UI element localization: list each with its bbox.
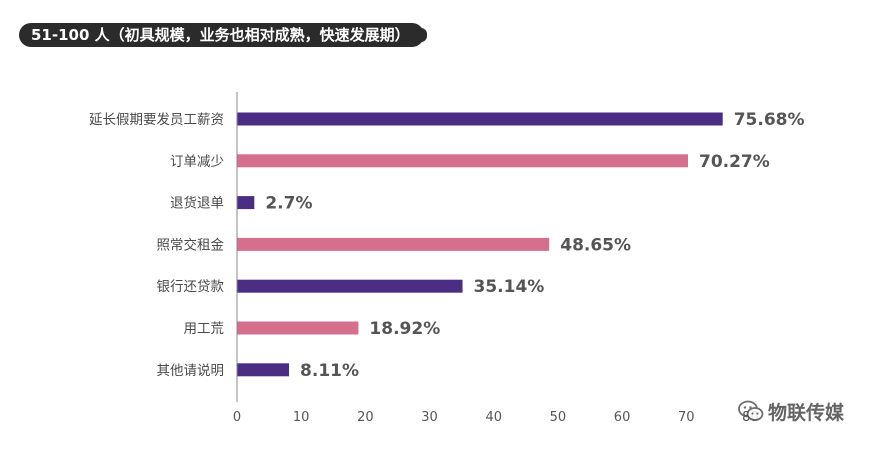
category-label: 用工荒	[184, 321, 225, 337]
x-tick-label: 40	[485, 410, 502, 425]
x-tick-label: 50	[550, 410, 567, 425]
bar	[237, 112, 723, 126]
watermark-text: 物联传媒	[768, 401, 845, 424]
value-label: 2.7%	[265, 194, 312, 214]
x-tick-label: 0	[233, 410, 241, 425]
category-label: 退货退单	[170, 195, 224, 212]
watermark: 物联传媒	[738, 396, 844, 426]
value-label: 48.65%	[560, 235, 631, 255]
value-label: 8.11%	[300, 361, 359, 381]
category-label: 银行还贷款	[157, 279, 225, 295]
value-label: 75.68%	[734, 110, 805, 130]
x-tick-label: 70	[678, 410, 695, 425]
value-labels: 75.68% 70.27% 2.7% 48.65% 35.14% 18.92% 8.11%	[265, 110, 804, 381]
bars	[237, 112, 723, 377]
category-label: 订单减少	[170, 154, 224, 170]
bar	[237, 321, 359, 335]
value-label: 70.27%	[699, 152, 770, 172]
value-label: 18.92%	[369, 319, 440, 339]
bar	[237, 279, 463, 293]
x-axis-ticks: 01020304050607080	[233, 410, 759, 425]
bar	[237, 196, 255, 210]
x-tick-label: 10	[293, 410, 310, 425]
category-label: 其他请说明	[157, 363, 225, 379]
bar	[237, 237, 550, 251]
bar	[237, 363, 290, 377]
category-label: 照常交租金	[157, 236, 225, 253]
value-label: 35.14%	[474, 277, 545, 297]
chart-title: 51-100 人（初具规模，业务也相对成熟，快速发展期）	[19, 23, 427, 47]
x-tick-label: 30	[421, 410, 438, 425]
x-tick-label: 20	[357, 410, 374, 425]
wechat-icon	[738, 400, 764, 421]
x-tick-label: 60	[614, 410, 631, 425]
bar	[237, 154, 688, 168]
category-label: 延长假期要发员工薪资	[89, 112, 224, 128]
